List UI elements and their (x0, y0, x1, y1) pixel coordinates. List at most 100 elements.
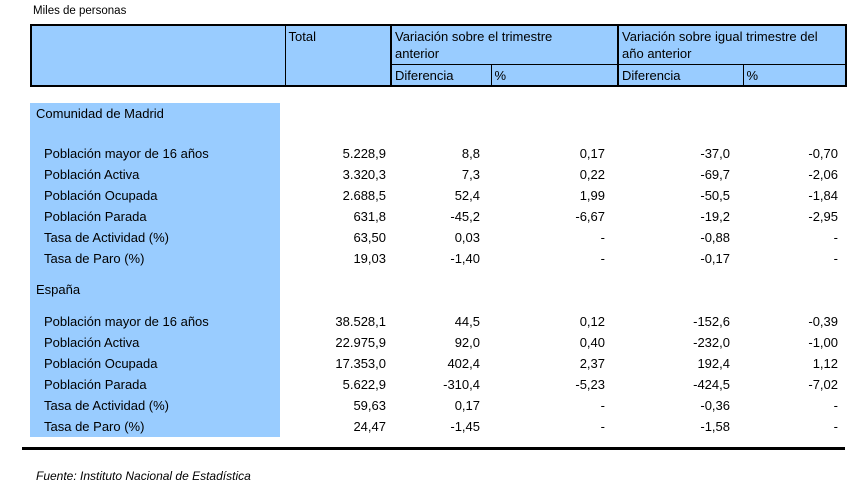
section-title-row: Comunidad de Madrid (30, 103, 845, 124)
row-label: Tasa de Paro (%) (30, 248, 280, 269)
cell-dif-quarter: 52,4 (454, 188, 480, 203)
header-group-year: Variación sobre igual trimestre del año … (617, 24, 847, 65)
cell-pct-quarter: 2,37 (579, 356, 605, 371)
table-row: Población Activa 22.975,9 92,0 0,40 -232,0 -1… (30, 332, 845, 353)
cell-pct-year: -1,84 (808, 188, 838, 203)
row-label: Población Parada (30, 374, 280, 395)
cell-dif-quarter: 7,3 (461, 167, 480, 182)
table-row: Tasa de Paro (%) 24,47 -1,45 - -1,58 - (30, 416, 845, 437)
cell-dif-quarter: -1,40 (450, 251, 480, 266)
cell-dif-quarter: 0,17 (454, 398, 480, 413)
cell-dif-year: -37,0 (700, 146, 730, 161)
spacer-cell (30, 124, 280, 143)
cell-dif-quarter (390, 124, 490, 143)
cell-pct-quarter: - (600, 398, 605, 413)
unit-label: Miles de personas (33, 5, 127, 17)
cell-total: 5.228,9 (342, 146, 386, 161)
cell-total (280, 300, 390, 311)
table-row: Población Activa 3.320,3 7,3 0,22 -69,7 -2,06 (30, 164, 845, 185)
table-row: Población mayor de 16 años 38.528,1 44,5 0,… (30, 311, 845, 332)
cell-dif-year: -0,88 (700, 230, 730, 245)
cell-pct-quarter (490, 103, 617, 124)
header-total: Total (284, 24, 392, 87)
cell-total: 631,8 (353, 209, 386, 224)
cell-dif-quarter: 92,0 (454, 335, 480, 350)
cell-total: 22.975,9 (335, 335, 386, 350)
cell-total (280, 269, 390, 279)
section-title: España (30, 279, 280, 300)
section-title: Comunidad de Madrid (30, 103, 280, 124)
cell-pct-quarter: - (600, 230, 605, 245)
header-corner-cell (30, 24, 286, 87)
cell-total: 2.688,5 (342, 188, 386, 203)
row-label: Población Parada (30, 206, 280, 227)
cell-total (280, 279, 390, 300)
cell-total (280, 103, 390, 124)
cell-total: 24,47 (353, 419, 386, 434)
cell-total: 19,03 (353, 251, 386, 266)
spacer-cell (30, 269, 280, 279)
cell-dif-year: 192,4 (697, 356, 730, 371)
table-row: Población Parada 5.622,9 -310,4 -5,23 -424,5… (30, 374, 845, 395)
cell-dif-year (617, 279, 742, 300)
cell-dif-year: -424,5 (693, 377, 730, 392)
cell-dif-year: -232,0 (693, 335, 730, 350)
cell-total: 38.528,1 (335, 314, 386, 329)
header-dif-quarter: Diferencia (390, 63, 492, 87)
cell-pct-year: -0,70 (808, 146, 838, 161)
row-label: Población Ocupada (30, 185, 280, 206)
cell-pct-year (742, 269, 845, 279)
cell-pct-year (742, 279, 845, 300)
row-label: Población Activa (30, 332, 280, 353)
spacer-row (30, 124, 845, 143)
cell-pct-quarter: 0,40 (579, 335, 605, 350)
cell-dif-quarter (390, 103, 490, 124)
cell-dif-quarter: 8,8 (461, 146, 480, 161)
spacer-cell (30, 300, 280, 311)
cell-pct-quarter: - (600, 419, 605, 434)
table-row: Tasa de Paro (%) 19,03 -1,40 - -0,17 - (30, 248, 845, 269)
cell-pct-quarter (490, 279, 617, 300)
cell-dif-quarter: -1,45 (450, 419, 480, 434)
header-pct-quarter: % (490, 63, 619, 87)
cell-pct-quarter: 0,17 (579, 146, 605, 161)
row-label: Población Ocupada (30, 353, 280, 374)
cell-dif-year (617, 124, 742, 143)
row-label: Tasa de Actividad (%) (30, 395, 280, 416)
row-label: Tasa de Actividad (%) (30, 227, 280, 248)
cell-total: 17.353,0 (335, 356, 386, 371)
table-row: Población Ocupada 17.353,0 402,4 2,37 192,4 1… (30, 353, 845, 374)
cell-dif-quarter (390, 300, 490, 311)
cell-dif-quarter (390, 279, 490, 300)
cell-total: 3.320,3 (342, 167, 386, 182)
cell-dif-year: -0,17 (700, 251, 730, 266)
cell-pct-quarter: -6,67 (575, 209, 605, 224)
cell-dif-year: -1,58 (700, 419, 730, 434)
cell-pct-year: -2,95 (808, 209, 838, 224)
table-row: Población Ocupada 2.688,5 52,4 1,99 -50,5 -1,… (30, 185, 845, 206)
cell-total: 59,63 (353, 398, 386, 413)
row-label: Población Activa (30, 164, 280, 185)
cell-total (280, 124, 390, 143)
cell-pct-quarter: 1,99 (579, 188, 605, 203)
bottom-rule (22, 447, 845, 450)
cell-pct-year (742, 300, 845, 311)
spacer-row (30, 300, 845, 311)
cell-pct-year: -1,00 (808, 335, 838, 350)
spacer-row (30, 269, 845, 279)
cell-total: 5.622,9 (342, 377, 386, 392)
table-body: Comunidad de Madrid Población mayor de 16… (30, 103, 845, 437)
table-row: Tasa de Actividad (%) 59,63 0,17 - -0,36 - (30, 395, 845, 416)
cell-pct-quarter (490, 300, 617, 311)
cell-dif-year (617, 269, 742, 279)
cell-pct-year (742, 103, 845, 124)
header-pct-year: % (742, 63, 847, 87)
table-header: Total Variación sobre el trimestre anter… (30, 24, 848, 87)
cell-total: 63,50 (353, 230, 386, 245)
cell-dif-year: -19,2 (700, 209, 730, 224)
cell-pct-year: - (833, 419, 838, 434)
cell-dif-year: -0,36 (700, 398, 730, 413)
source-note: Fuente: Instituto Nacional de Estadístic… (36, 469, 251, 483)
cell-dif-year: -50,5 (700, 188, 730, 203)
